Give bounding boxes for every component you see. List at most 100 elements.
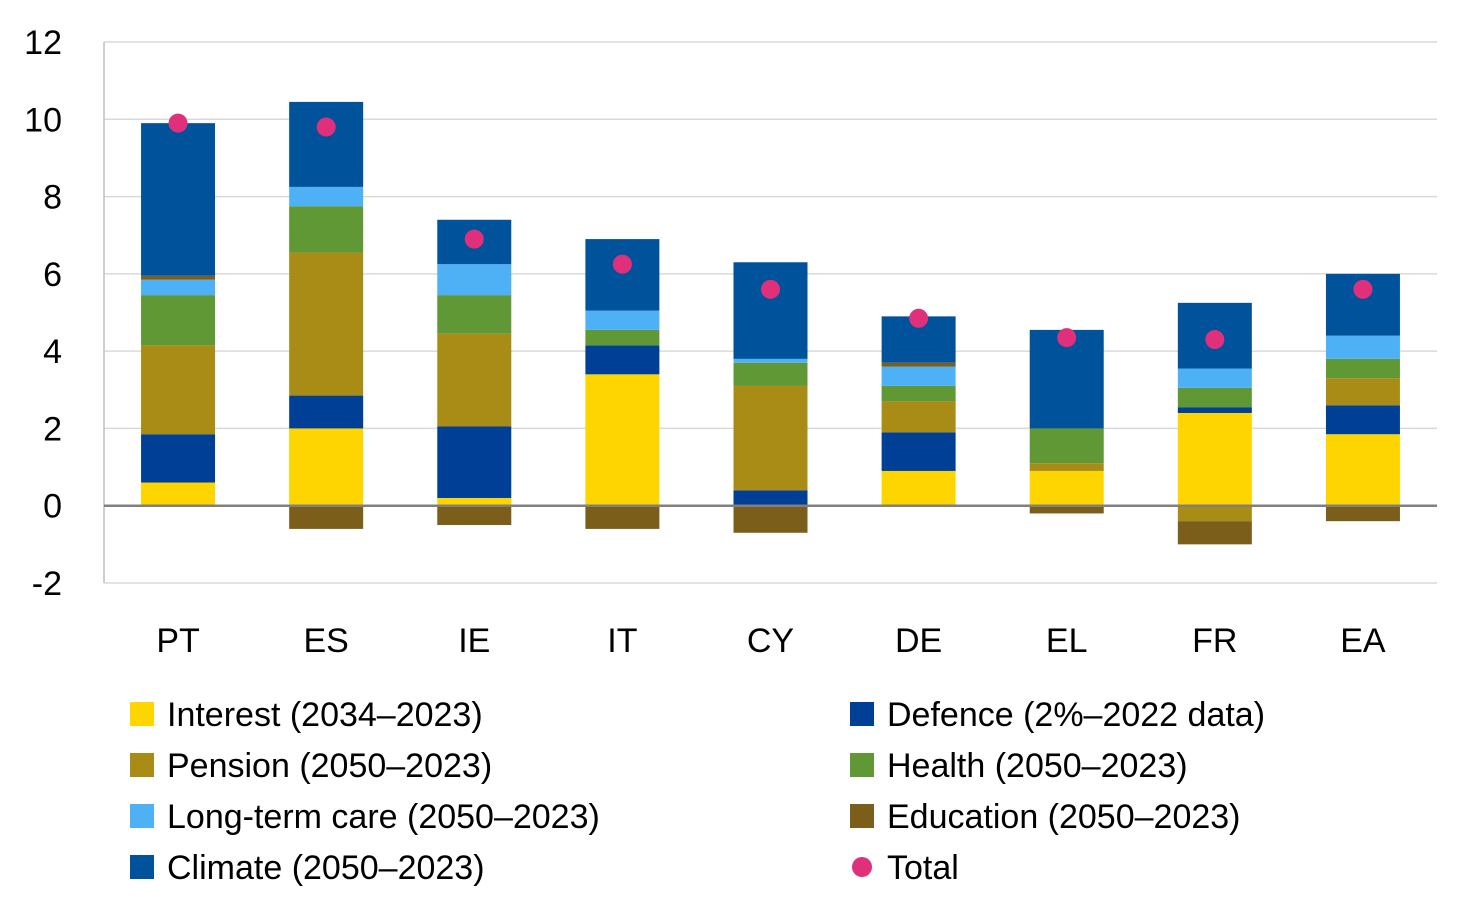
total-marker-ea [1353, 279, 1373, 299]
bar-it-health-2050-2023 [585, 329, 660, 346]
bar-it-interest-2034-2023 [585, 374, 660, 506]
bar-ea-education-2050-2023 [1325, 505, 1400, 522]
y-tick-label: 8 [43, 179, 62, 217]
legend-item-health-2050-2023: Health (2050–2023) [850, 747, 1188, 785]
bar-pt-climate-2050-2023 [141, 123, 216, 276]
bar-cy-pension-2050-2023 [733, 385, 808, 491]
x-tick-label-pt: PT [156, 622, 199, 660]
x-tick-label-fr: FR [1192, 622, 1237, 660]
bar-pt-education-2050-2023 [141, 275, 216, 280]
bar-ie-pension-2050-2023 [437, 333, 512, 427]
bar-el-pension-2050-2023 [1029, 463, 1104, 471]
x-tick-label-el: EL [1046, 622, 1088, 660]
legend-label-education-2050-2023: Education (2050–2023) [887, 798, 1241, 836]
bar-de-long-term-care-2050-2023 [881, 366, 956, 386]
bar-ea-pension-2050-2023 [1325, 378, 1400, 406]
legend-label-defence-2-2022-data: Defence (2%–2022 data) [887, 696, 1265, 734]
bar-cy-defence-2-2022-data [733, 490, 808, 506]
total-marker-cy [761, 279, 780, 299]
bar-pt-defence-2-2022-data [141, 434, 216, 483]
bar-de-education-2050-2023 [881, 362, 956, 367]
x-tick-label-ie: IE [458, 622, 490, 660]
bar-ea-interest-2034-2023 [1325, 434, 1400, 506]
bar-fr-long-term-care-2050-2023 [1177, 368, 1252, 388]
bar-fr-education-2050-2023 [1177, 521, 1252, 545]
legend-swatch-health-2050-2023 [850, 753, 874, 777]
bar-ie-interest-2034-2023 [437, 497, 512, 506]
bar-ea-health-2050-2023 [1325, 358, 1400, 379]
bar-fr-defence-2-2022-data [1177, 407, 1252, 413]
bar-ea-long-term-care-2050-2023 [1325, 335, 1400, 359]
bar-el-health-2050-2023 [1029, 428, 1104, 464]
legend-item-total: Total [852, 849, 959, 887]
bar-it-defence-2-2022-data [585, 345, 660, 375]
bar-de-health-2050-2023 [881, 385, 956, 402]
axes [103, 42, 1437, 583]
bar-ie-health-2050-2023 [437, 295, 512, 334]
total-marker-pt [168, 113, 188, 133]
bar-el-education-2050-2023 [1029, 505, 1104, 514]
bar-de-interest-2034-2023 [881, 470, 956, 506]
legend-item-defence-2-2022-data: Defence (2%–2022 data) [850, 696, 1265, 734]
bar-es-defence-2-2022-data [289, 395, 364, 429]
bar-pt-health-2050-2023 [141, 295, 216, 346]
total-marker-de [909, 308, 929, 328]
bar-pt-long-term-care-2050-2023 [141, 279, 216, 296]
legend-label-interest-2034-2023: Interest (2034–2023) [167, 696, 483, 734]
bars [141, 101, 1400, 545]
legend-swatch-long-term-care-2050-2023 [130, 804, 154, 828]
bar-de-pension-2050-2023 [881, 401, 956, 433]
bar-de-defence-2-2022-data [881, 432, 956, 471]
legend-label-pension-2050-2023: Pension (2050–2023) [167, 747, 492, 785]
legend-swatch-education-2050-2023 [850, 804, 874, 828]
bar-fr-pension-2050-2023 [1177, 505, 1252, 522]
bar-it-long-term-care-2050-2023 [585, 310, 660, 330]
bar-it-climate-2050-2023 [585, 239, 660, 311]
bar-fr-health-2050-2023 [1177, 387, 1252, 408]
bar-es-pension-2050-2023 [289, 252, 364, 396]
legend-item-interest-2034-2023: Interest (2034–2023) [130, 696, 483, 734]
bar-el-interest-2034-2023 [1029, 470, 1104, 506]
bar-es-interest-2034-2023 [289, 428, 364, 506]
x-tick-label-ea: EA [1340, 622, 1386, 660]
legend-label-long-term-care-2050-2023: Long-term care (2050–2023) [167, 798, 600, 836]
y-tick-label: 4 [43, 333, 62, 371]
bar-it-education-2050-2023 [585, 505, 660, 529]
bar-es-education-2050-2023 [289, 505, 364, 529]
total-marker-ie [464, 229, 484, 249]
y-tick-label: 10 [24, 101, 62, 139]
total-markers [168, 113, 1373, 350]
y-tick-label: 2 [43, 410, 62, 448]
legend-swatch-climate-2050-2023 [130, 855, 154, 879]
legend-swatch-pension-2050-2023 [130, 753, 154, 777]
bar-es-climate-2050-2023 [289, 101, 364, 187]
bar-pt-pension-2050-2023 [141, 345, 216, 435]
tick-labels: 12 10 8 6 4 2 0 -2 PT ES IE IT CY DE EL FR EA [24, 24, 1386, 660]
bar-ea-defence-2-2022-data [1325, 405, 1400, 435]
bar-es-long-term-care-2050-2023 [289, 186, 364, 207]
x-tick-label-de: DE [895, 622, 942, 660]
bar-ie-long-term-care-2050-2023 [437, 264, 512, 296]
legend-item-climate-2050-2023: Climate (2050–2023) [130, 849, 485, 887]
bar-cy-health-2050-2023 [733, 362, 808, 386]
x-tick-label-cy: CY [747, 622, 794, 660]
legend-swatch-interest-2034-2023 [130, 702, 154, 726]
total-marker-fr [1205, 330, 1225, 350]
bar-es-health-2050-2023 [289, 206, 364, 253]
legend-swatch-defence-2-2022-data [850, 702, 874, 726]
legend-item-education-2050-2023: Education (2050–2023) [850, 798, 1241, 836]
bar-cy-long-term-care-2050-2023 [733, 358, 808, 363]
legend-item-pension-2050-2023: Pension (2050–2023) [130, 747, 492, 785]
bar-cy-climate-2050-2023 [733, 262, 808, 359]
y-tick-label: -2 [32, 565, 62, 603]
legend-label-total: Total [887, 849, 959, 887]
legend-item-long-term-care-2050-2023: Long-term care (2050–2023) [130, 798, 600, 836]
bar-ie-education-2050-2023 [437, 505, 512, 526]
y-tick-label: 0 [43, 488, 62, 526]
total-marker-es [316, 117, 336, 137]
total-marker-el [1057, 328, 1077, 348]
bar-cy-education-2050-2023 [733, 505, 808, 533]
bar-ie-defence-2-2022-data [437, 426, 512, 498]
y-tick-label: 12 [24, 24, 62, 62]
